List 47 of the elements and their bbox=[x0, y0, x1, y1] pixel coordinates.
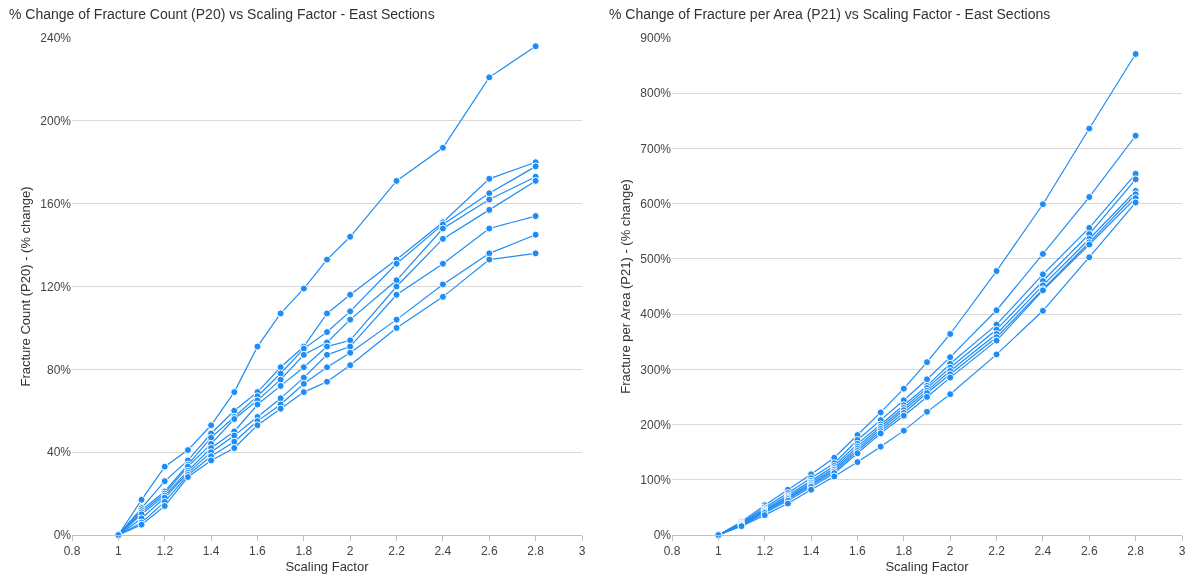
y-tick-label: 600% bbox=[640, 196, 672, 211]
x-tick-label: 0.8 bbox=[63, 544, 81, 559]
x-axis-title: Scaling Factor bbox=[285, 559, 370, 574]
x-tick-label: 2 bbox=[346, 544, 354, 559]
y-tick-label: 200% bbox=[40, 114, 72, 129]
x-tick-label: 2.8 bbox=[527, 544, 545, 559]
chart-title: % Change of Fracture per Area (P21) vs Scaling Factor - East Sections bbox=[609, 5, 1051, 22]
x-tick-label: 1.2 bbox=[156, 544, 174, 559]
x-tick-label: 2.8 bbox=[1127, 544, 1145, 559]
y-tick-label: 400% bbox=[640, 307, 672, 322]
x-axis-title: Scaling Factor bbox=[885, 559, 970, 574]
y-tick-label: 900% bbox=[640, 31, 672, 46]
x-tick-label: 2.4 bbox=[434, 544, 452, 559]
x-tick-label: 3 bbox=[1178, 544, 1186, 559]
x-tick-label: 1 bbox=[115, 544, 123, 559]
y-tick-label: 0% bbox=[653, 528, 672, 543]
y-tick-label: 0% bbox=[53, 528, 72, 543]
chart-title: % Change of Fracture Count (P20) vs Scaling Factor - East Sections bbox=[9, 5, 435, 22]
y-tick-label: 200% bbox=[640, 417, 672, 432]
x-tick-label: 1.6 bbox=[249, 544, 267, 559]
y-axis-title: Fracture per Area (P21) - (% change) bbox=[618, 179, 634, 394]
x-tick-label: 0.8 bbox=[663, 544, 681, 559]
x-tick-label: 1.8 bbox=[295, 544, 313, 559]
y-tick-label: 240% bbox=[40, 31, 72, 46]
x-tick-label: 1.8 bbox=[895, 544, 913, 559]
y-tick-label: 800% bbox=[640, 86, 672, 101]
x-tick-label: 2.2 bbox=[388, 544, 406, 559]
y-tick-label: 700% bbox=[640, 141, 672, 156]
x-tick-label: 1.4 bbox=[802, 544, 820, 559]
y-tick-label: 40% bbox=[46, 445, 72, 460]
x-tick-label: 2.4 bbox=[1034, 544, 1052, 559]
y-tick-label: 80% bbox=[46, 362, 72, 377]
x-tick-label: 1 bbox=[715, 544, 723, 559]
y-tick-label: 100% bbox=[640, 472, 672, 487]
x-tick-label: 1.6 bbox=[849, 544, 867, 559]
x-tick-label: 2.2 bbox=[988, 544, 1006, 559]
y-tick-label: 500% bbox=[640, 252, 672, 267]
x-tick-label: 1.2 bbox=[756, 544, 774, 559]
x-tick-label: 3 bbox=[578, 544, 586, 559]
x-tick-label: 2 bbox=[946, 544, 954, 559]
y-tick-label: 120% bbox=[40, 279, 72, 294]
x-tick-label: 1.4 bbox=[202, 544, 220, 559]
y-axis-title: Fracture Count (P20) - (% change) bbox=[18, 186, 34, 387]
x-tick-label: 2.6 bbox=[480, 544, 498, 559]
y-tick-label: 300% bbox=[640, 362, 672, 377]
y-tick-label: 160% bbox=[40, 196, 72, 211]
x-tick-label: 2.6 bbox=[1080, 544, 1098, 559]
